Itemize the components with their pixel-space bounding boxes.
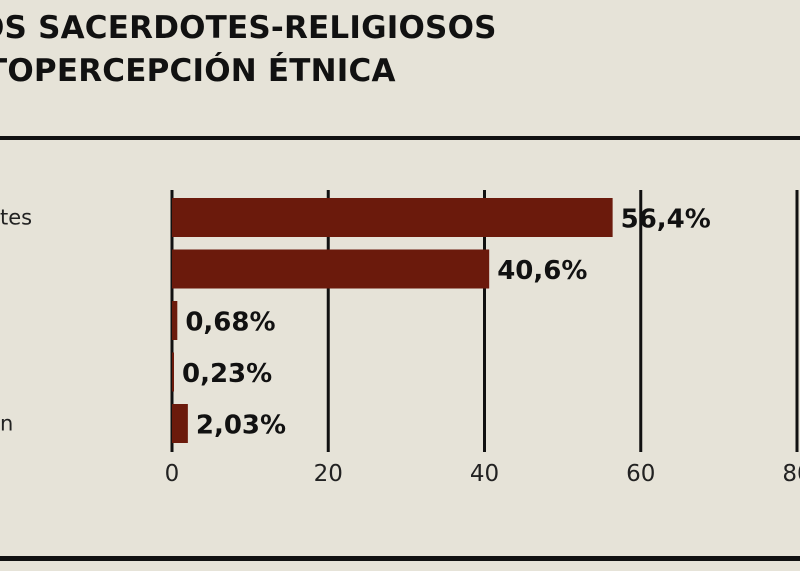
value-label: 2,03% [196,411,286,441]
bars [172,198,613,443]
category-labels: tes n [0,206,32,436]
bottom-rule [0,556,800,561]
value-labels: 56,4% 40,6% 0,68% 0,23% 2,03% [182,205,711,441]
chart-title-line-2: TOPERCEPCIÓN ÉTNICA [0,53,396,89]
x-tick-label: 20 [314,461,343,487]
value-label: 56,4% [621,205,711,235]
value-label: 40,6% [497,256,587,286]
x-tick-label: 60 [626,461,655,487]
category-label: n [0,412,13,436]
top-rule [0,136,800,140]
x-tick-label: 40 [470,461,499,487]
x-axis-tick-labels: 0 20 40 60 80 [165,461,800,487]
value-label: 0,23% [182,359,272,389]
bar [172,301,178,340]
bar [172,404,188,443]
bar [172,249,490,289]
bar [172,198,613,237]
x-tick-label: 80 [782,461,800,487]
value-label: 0,68% [185,308,275,338]
category-label: tes [0,206,32,230]
chart-title-line-1: OS SACERDOTES-RELIGIOSOS [0,10,497,46]
x-tick-label: 0 [165,461,180,487]
bar [172,352,174,392]
